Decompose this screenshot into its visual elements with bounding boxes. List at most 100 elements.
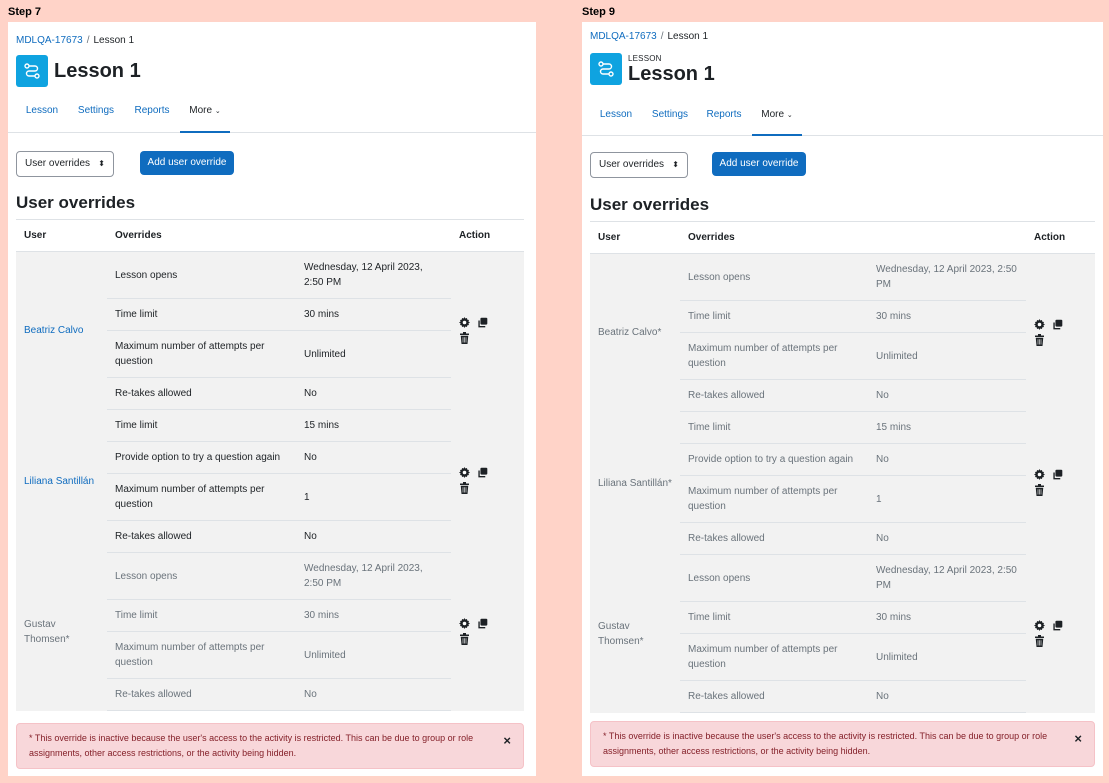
copy-icon[interactable] — [1052, 319, 1066, 332]
override-label: Lesson opens — [680, 554, 868, 602]
override-label: Time limit — [680, 300, 868, 333]
cog-icon[interactable] — [1034, 619, 1048, 633]
tab-settings[interactable]: Settings — [651, 109, 689, 120]
trash-icon[interactable] — [459, 331, 473, 345]
secondary-navigation: Lesson Settings Reports More ⌄ — [582, 100, 1103, 136]
close-icon[interactable]: × — [503, 733, 511, 748]
override-value: No — [296, 441, 452, 474]
table-row: Beatriz Calvo* Lesson opens Wednesday, 12 … — [590, 253, 1096, 412]
override-label: Maximum number of attempts per question — [107, 330, 296, 378]
cog-icon[interactable] — [459, 467, 473, 480]
chevron-down-icon: ⌄ — [214, 108, 221, 115]
override-value: Wednesday, 12 April 2023, 2:50 PM — [296, 251, 452, 299]
override-value: Unlimited — [296, 631, 452, 679]
add-user-override-button[interactable]: Add user override — [140, 151, 234, 175]
user-name-link[interactable]: Beatriz Calvo* — [590, 253, 680, 412]
tab-lesson[interactable]: Lesson — [25, 105, 59, 116]
override-label: Time limit — [107, 409, 296, 442]
select-caret-icon: ⬍ — [672, 160, 679, 169]
table-row: Beatriz Calvo Lesson opens Wednesday, 12 A… — [16, 251, 525, 410]
copy-icon[interactable] — [477, 618, 491, 631]
table-row: Re-takes allowed No — [590, 522, 1095, 555]
breadcrumb-course-link[interactable]: MDLQA-17673 — [16, 35, 83, 46]
override-value: No — [868, 379, 1027, 412]
tab-reports[interactable]: Reports — [706, 109, 742, 120]
copy-icon[interactable] — [1052, 469, 1066, 482]
trash-icon[interactable] — [1034, 484, 1048, 497]
user-name-link[interactable]: Liliana Santillán* — [590, 411, 680, 555]
override-value: Unlimited — [868, 633, 1027, 681]
trash-icon[interactable] — [1034, 634, 1048, 648]
override-label: Maximum number of attempts per question — [680, 633, 868, 681]
module-type-label: LESSON — [628, 53, 662, 63]
override-value: 30 mins — [296, 298, 452, 331]
step-7-label: Step 7 — [8, 6, 42, 18]
override-value: No — [296, 520, 452, 553]
trash-icon[interactable] — [459, 632, 473, 646]
override-value: No — [296, 678, 452, 711]
action-cell — [451, 409, 525, 553]
page-title: Lesson 1 — [628, 62, 715, 85]
tab-settings[interactable]: Settings — [77, 105, 115, 116]
override-value: 15 mins — [868, 411, 1027, 444]
action-cell — [451, 552, 525, 711]
override-value: 30 mins — [868, 601, 1027, 634]
breadcrumb-course-link[interactable]: MDLQA-17673 — [590, 31, 657, 42]
copy-icon[interactable] — [477, 317, 491, 330]
inactive-override-alert: * This override is inactive because the … — [16, 723, 524, 769]
col-header-action: Action — [451, 219, 525, 252]
select-caret-icon: ⬍ — [98, 159, 105, 168]
override-label: Time limit — [107, 599, 296, 632]
override-value: 30 mins — [868, 300, 1027, 333]
override-label: Time limit — [107, 298, 296, 331]
user-name-link[interactable]: Gustav Thomsen* — [16, 552, 107, 711]
table-row: Maximum number of attempts per question U… — [590, 332, 1095, 380]
col-header-overrides: Overrides — [680, 221, 1027, 254]
cog-icon[interactable] — [459, 617, 473, 631]
copy-icon[interactable] — [477, 467, 491, 480]
override-label: Maximum number of attempts per question — [680, 332, 868, 380]
col-header-action: Action — [1026, 221, 1096, 254]
overrides-table: User Overrides Action Beatriz Calvo Lesso… — [16, 219, 525, 711]
page-header: LESSON Lesson 1 — [590, 53, 715, 85]
tab-lesson[interactable]: Lesson — [599, 109, 633, 120]
override-label: Re-takes allowed — [680, 680, 868, 713]
table-row: Provide option to try a question again No — [16, 441, 524, 474]
col-header-overrides: Overrides — [107, 219, 452, 252]
override-label: Re-takes allowed — [680, 379, 868, 412]
overrides-select[interactable]: User overrides ⬍ — [16, 151, 114, 177]
override-label: Maximum number of attempts per question — [107, 473, 296, 521]
user-name-link[interactable]: Liliana Santillán — [16, 409, 107, 553]
cog-icon[interactable] — [1034, 469, 1048, 482]
user-name-link[interactable]: Beatriz Calvo — [16, 251, 107, 410]
alert-text: * This override is inactive because the … — [29, 733, 474, 758]
lesson-icon — [16, 55, 48, 87]
col-header-user: User — [590, 221, 680, 254]
override-label: Provide option to try a question again — [680, 443, 868, 476]
breadcrumb-current: Lesson 1 — [93, 35, 135, 46]
close-icon[interactable]: × — [1074, 731, 1082, 746]
tab-more[interactable]: More ⌄ — [752, 100, 802, 136]
table-row: Re-takes allowed No — [16, 520, 524, 553]
trash-icon[interactable] — [459, 482, 473, 495]
copy-icon[interactable] — [1052, 620, 1066, 633]
user-name-link[interactable]: Gustav Thomsen* — [590, 554, 680, 713]
cog-icon[interactable] — [459, 316, 473, 330]
trash-icon[interactable] — [1034, 333, 1048, 347]
action-cell — [451, 251, 525, 410]
override-label: Maximum number of attempts per question — [680, 475, 868, 523]
breadcrumb: MDLQA-17673/Lesson 1 — [16, 35, 135, 46]
tab-reports[interactable]: Reports — [134, 105, 170, 116]
cog-icon[interactable] — [1034, 318, 1048, 332]
table-row: Re-takes allowed No — [16, 377, 524, 410]
table-row: Liliana Santillán* Time limit 15 mins — [590, 411, 1096, 555]
override-label: Maximum number of attempts per question — [107, 631, 296, 679]
table-row: Maximum number of attempts per question U… — [16, 631, 524, 679]
add-user-override-button[interactable]: Add user override — [712, 152, 806, 176]
tab-more[interactable]: More ⌄ — [180, 96, 230, 133]
override-value: No — [868, 680, 1027, 713]
overrides-select[interactable]: User overrides ⬍ — [590, 152, 688, 178]
step-9-label: Step 9 — [582, 6, 616, 18]
table-row: Gustav Thomsen* Lesson opens Wednesday, 12… — [590, 554, 1096, 713]
secondary-navigation: Lesson Settings Reports More ⌄ — [8, 96, 536, 133]
